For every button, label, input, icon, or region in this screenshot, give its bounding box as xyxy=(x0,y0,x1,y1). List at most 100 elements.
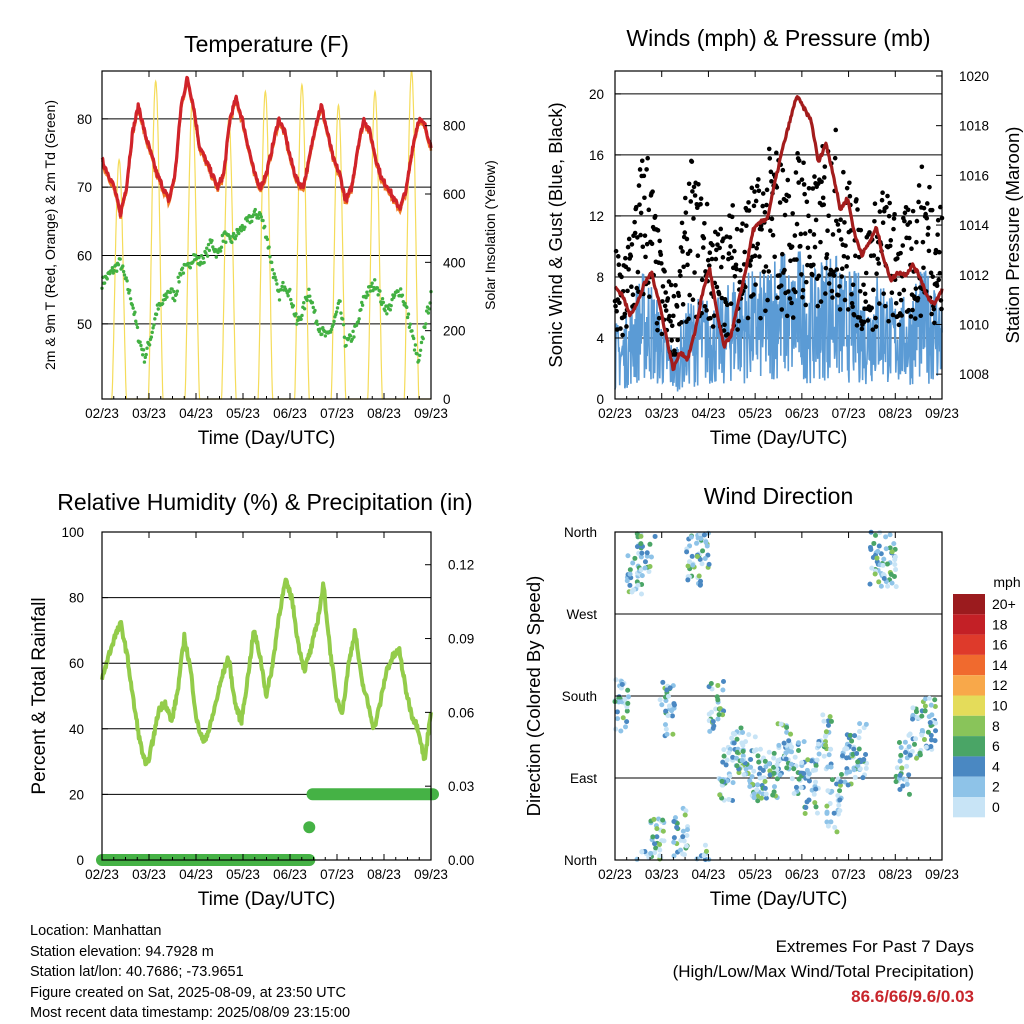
gust-point xyxy=(924,215,930,221)
gust-point xyxy=(766,269,771,274)
direction-point xyxy=(635,582,641,588)
direction-point xyxy=(913,736,919,742)
dewpoint-point xyxy=(237,231,241,236)
direction-point xyxy=(831,810,837,816)
legend-label: 16 xyxy=(992,637,1008,653)
gust-point xyxy=(813,217,819,223)
direction-point xyxy=(685,563,691,569)
dewpoint-point xyxy=(128,288,132,293)
gust-point xyxy=(672,348,677,353)
direction-point xyxy=(657,853,663,859)
dewpoint-point xyxy=(320,332,324,336)
direction-point xyxy=(894,765,900,771)
dewpoint-point xyxy=(365,290,369,294)
gust-point xyxy=(910,307,915,313)
gust-point xyxy=(699,277,705,283)
gust-point xyxy=(662,303,668,309)
gust-point xyxy=(668,319,673,324)
gust-point xyxy=(635,235,640,240)
dewpoint-point xyxy=(294,312,298,316)
direction-point xyxy=(746,732,752,738)
y-tick-label: 80 xyxy=(77,112,92,127)
gust-point xyxy=(891,226,896,232)
dewpoint-point xyxy=(308,294,312,298)
gust-point xyxy=(760,191,766,196)
gust-point xyxy=(845,255,851,260)
direction-point xyxy=(665,693,671,699)
gust-point xyxy=(747,263,753,268)
direction-point xyxy=(855,759,861,765)
direction-point xyxy=(880,562,886,568)
gust-point xyxy=(628,253,634,259)
gust-point xyxy=(803,279,809,285)
direction-point xyxy=(755,798,761,804)
gust-point xyxy=(639,158,645,164)
direction-point xyxy=(754,787,760,793)
direction-point xyxy=(684,832,690,838)
gust-point xyxy=(851,312,857,318)
gust-point xyxy=(689,159,695,164)
gust-point xyxy=(907,220,913,225)
gust-point xyxy=(796,180,801,185)
gust-point xyxy=(734,266,739,272)
dewpoint-point xyxy=(243,225,247,229)
gust-point xyxy=(749,185,755,191)
direction-point xyxy=(670,731,676,737)
gust-point xyxy=(928,270,934,276)
dewpoint-point xyxy=(221,239,225,243)
dewpoint-point xyxy=(417,358,421,363)
dewpoint-point xyxy=(368,289,373,293)
dewpoint-point xyxy=(310,300,315,305)
gust-point xyxy=(850,304,855,310)
direction-point xyxy=(823,729,829,735)
gust-point xyxy=(728,244,733,249)
dewpoint-point xyxy=(385,312,389,316)
gust-point xyxy=(732,248,737,254)
dewpoint-point xyxy=(173,298,177,303)
direction-point xyxy=(671,839,677,845)
direction-point xyxy=(685,577,691,583)
gust-point xyxy=(877,301,882,306)
direction-point xyxy=(766,749,772,755)
gust-point xyxy=(910,208,916,214)
dewpoint-point xyxy=(396,289,400,294)
x-tick-label: 07/23 xyxy=(320,867,354,882)
gust-point xyxy=(729,255,734,261)
gust-point xyxy=(692,193,698,198)
direction-point xyxy=(727,773,733,779)
dewpoint-point xyxy=(199,253,204,258)
direction-point xyxy=(715,682,721,688)
gust-point xyxy=(807,254,812,260)
direction-tick-label: East xyxy=(570,771,597,786)
y-tick-label: 20 xyxy=(589,87,604,102)
direction-point xyxy=(627,571,633,577)
direction-point xyxy=(897,772,903,778)
direction-point xyxy=(906,791,912,797)
y-right-tick-label: 0.12 xyxy=(448,558,474,573)
direction-ylabel: Direction (Colored By Speed) xyxy=(523,576,544,817)
direction-point xyxy=(755,753,761,759)
dewpoint-point xyxy=(259,215,264,219)
direction-point xyxy=(713,706,719,712)
direction-point xyxy=(928,702,934,708)
dewpoint-point xyxy=(121,269,126,274)
gust-point xyxy=(842,297,848,303)
gust-point xyxy=(642,233,648,238)
direction-point xyxy=(806,797,812,803)
gust-point xyxy=(702,221,707,226)
gust-point xyxy=(820,195,826,201)
x-tick-label: 09/23 xyxy=(925,867,959,882)
gust-point xyxy=(618,326,623,331)
gust-point xyxy=(616,262,622,268)
gust-point xyxy=(858,227,864,233)
dewpoint-point xyxy=(299,317,303,321)
gust-point xyxy=(816,273,822,279)
dewpoint-point xyxy=(277,298,282,302)
gust-point xyxy=(690,189,695,194)
x-tick-label: 04/23 xyxy=(692,406,726,421)
direction-point xyxy=(660,817,666,823)
gust-point xyxy=(684,236,690,242)
direction-point xyxy=(874,555,880,561)
dewpoint-point xyxy=(205,254,210,258)
dewpoint-point xyxy=(270,268,275,272)
